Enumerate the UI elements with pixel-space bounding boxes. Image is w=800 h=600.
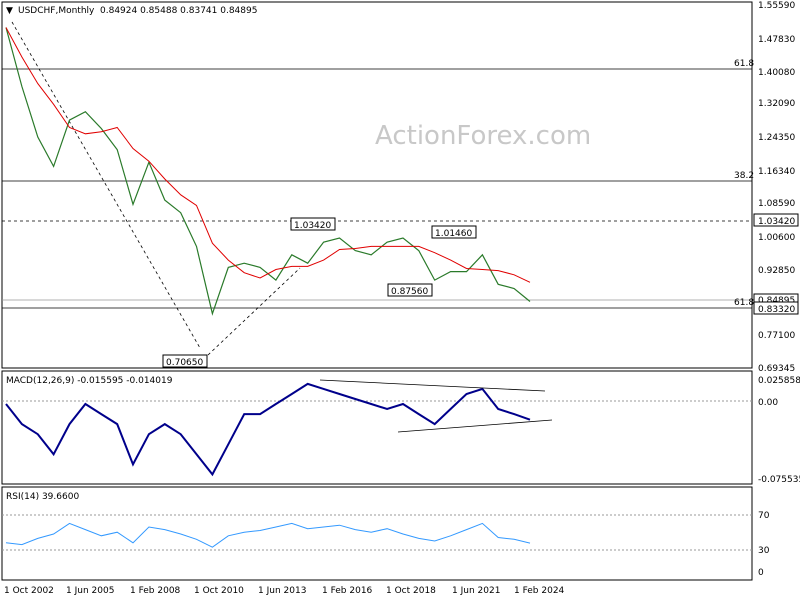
annotation-low: 0.70650 [162, 354, 208, 368]
price-tick: 1.55590 [758, 1, 795, 11]
price-panel [1, 1, 753, 369]
ohlc-values: 0.84924 0.85488 0.83741 0.84895 [100, 6, 257, 16]
price-tick: 1.24350 [758, 133, 795, 143]
price-tick: 1.47830 [758, 35, 795, 45]
time-tick: 1 Oct 2002 [4, 586, 54, 596]
level-box-1-text: 1.03420 [758, 217, 795, 227]
symbol-label: USDCHF,Monthly [18, 6, 95, 16]
annotation-low-text: 0.70650 [166, 358, 203, 368]
price-axis: 1.55590 1.47830 1.40080 1.32090 1.24350 … [758, 1, 795, 374]
price-tick: 0.77100 [758, 331, 795, 341]
fib-label-618-top: 61.8 [734, 59, 754, 69]
level-box-2 [753, 301, 799, 315]
trendline-down [11, 21, 201, 349]
level-box-1 [753, 213, 799, 227]
macd-trendline-top [319, 379, 546, 392]
rsi-header: RSI(14) 39.6600 [6, 492, 79, 502]
macd-tick: -0.075535 [758, 475, 800, 485]
watermark: ActionForex.com [375, 121, 591, 151]
time-tick: 1 Feb 2024 [514, 586, 565, 596]
annotation-high-1-text: 1.03420 [294, 221, 331, 231]
rsi-tick: 70 [758, 511, 770, 521]
price-tick: 1.00600 [758, 233, 795, 243]
price-tick: 1.16340 [758, 167, 795, 177]
price-tick: 1.08590 [758, 199, 795, 209]
rsi-tick: 0 [758, 568, 764, 578]
time-tick: 1 Feb 2008 [130, 586, 181, 596]
macd-header: MACD(12,26,9) -0.015595 -0.014019 [6, 376, 173, 386]
rsi-tick: 30 [758, 546, 770, 556]
macd-series [5, 382, 531, 477]
price-tick: 0.69345 [758, 364, 795, 374]
dropdown-arrow-icon[interactable]: ▼ [6, 6, 13, 16]
time-tick: 1 Oct 2010 [194, 586, 244, 596]
fib-label-618-bottom: 61.8 [734, 298, 754, 308]
annotation-high-1: 1.03420 [290, 217, 336, 231]
rsi-series [5, 522, 531, 548]
macd-panel [1, 370, 753, 485]
time-tick: 1 Jun 2005 [66, 586, 114, 596]
macd-tick: 0.025858 [758, 376, 800, 386]
annotation-high-2: 1.01460 [431, 225, 477, 239]
time-tick: 1 Jun 2021 [452, 586, 500, 596]
price-tick: 0.92850 [758, 266, 795, 276]
level-box-2-text: 0.83320 [758, 305, 795, 315]
price-tick: 1.32090 [758, 99, 795, 109]
moving-average-line [5, 27, 531, 283]
macd-trendline-bottom [397, 419, 553, 433]
time-tick: 1 Jun 2013 [258, 586, 306, 596]
time-axis: 1 Oct 2002 1 Jun 2005 1 Feb 2008 1 Oct 2… [4, 586, 565, 596]
rsi-panel [1, 486, 753, 581]
current-price-text: 0.84895 [758, 296, 795, 306]
annotation-low-2-text: 0.87560 [391, 287, 428, 297]
annotation-high-2-text: 1.01460 [435, 229, 472, 239]
time-tick: 1 Feb 2016 [322, 586, 373, 596]
time-tick: 1 Oct 2018 [386, 586, 436, 596]
price-tick: 1.40080 [758, 68, 795, 78]
macd-tick: 0.00 [758, 398, 778, 408]
fib-label-382: 38.2 [734, 171, 754, 181]
annotation-low-2: 0.87560 [387, 283, 433, 297]
